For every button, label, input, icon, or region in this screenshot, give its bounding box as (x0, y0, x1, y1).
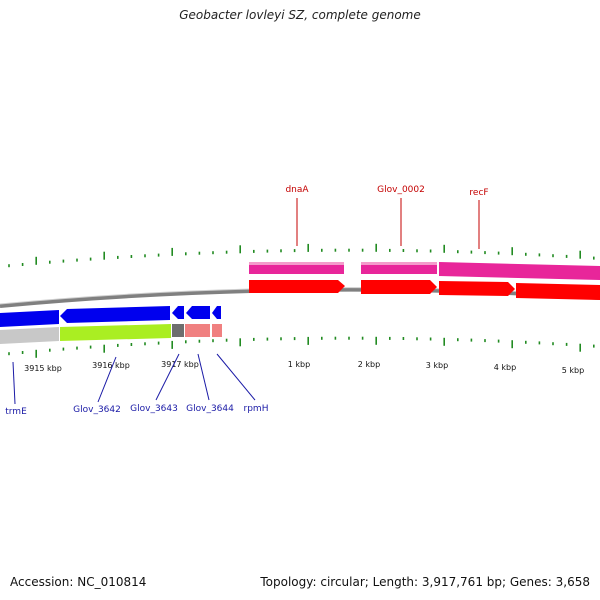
genome-title: Geobacter lovleyi SZ, complete genome (179, 8, 421, 22)
leader-trmE (12, 361, 16, 405)
gene-feature-Glov_3642[interactable] (60, 324, 171, 341)
reverse-gene-labels: trmE Glov_3642 Glov_3643 Glov_3644 rpmH (5, 353, 269, 417)
tick-label-3917kbp: 3917 kbp (161, 360, 199, 369)
gene-label-Glov_3644[interactable]: Glov_3644 (186, 404, 234, 414)
reverse-cds-track (0, 306, 221, 327)
tick-label-1kbp: 1 kbp (288, 360, 310, 369)
gene-label-recF[interactable]: recF (469, 188, 488, 198)
cds-trmE-arrow[interactable] (0, 310, 59, 327)
cds-rpmH-arrow[interactable] (212, 306, 221, 319)
cds-Glov_3642-arrow[interactable] (60, 306, 170, 323)
gene-label-Glov_3643[interactable]: Glov_3643 (130, 404, 178, 414)
leader-Glov_3642 (97, 356, 117, 403)
leader-rpmH (216, 353, 256, 401)
tick-label-5kbp: 5 kbp (562, 366, 584, 375)
tick-label-3915kbp: 3915 kbp (24, 364, 62, 373)
cds-recF-arrow[interactable] (439, 281, 515, 296)
gene-feature-Glov_3644[interactable] (185, 324, 210, 337)
gene-feature-trmE[interactable] (0, 327, 59, 344)
tick-marks-bottom (8, 336, 595, 358)
cds-dnaA-arrow[interactable] (249, 280, 345, 293)
tick-label-3916kbp: 3916 kbp (92, 361, 130, 370)
reverse-gene-track (0, 324, 222, 344)
tick-label-3kbp: 3 kbp (426, 361, 448, 370)
leader-Glov_3643 (155, 353, 180, 401)
cds-Glov_0002-arrow[interactable] (361, 280, 437, 294)
gene-label-dnaA[interactable]: dnaA (285, 185, 309, 195)
tick-label-2kbp: 2 kbp (358, 360, 380, 369)
forward-cds-track (249, 280, 600, 300)
gene-label-trmE[interactable]: trmE (5, 407, 27, 417)
gene-label-Glov_0002[interactable]: Glov_0002 (377, 185, 425, 195)
gene-feature-Glov_3643[interactable] (172, 324, 184, 337)
gene-feature-Glov_0002-shade (361, 262, 437, 265)
gene-feature-rpmH[interactable] (212, 324, 222, 337)
genome-summary-text: Topology: circular; Length: 3,917,761 bp… (260, 575, 590, 589)
gene-feature-dnaA-shade (249, 262, 344, 265)
accession-text: Accession: NC_010814 (10, 575, 147, 589)
forward-gene-labels: dnaA Glov_0002 recF (285, 185, 489, 249)
forward-gene-track (249, 262, 600, 280)
gene-label-rpmH[interactable]: rpmH (244, 404, 269, 414)
gene-label-Glov_3642[interactable]: Glov_3642 (73, 405, 121, 415)
cds-next-arrow[interactable] (516, 283, 600, 300)
gene-feature-recF[interactable] (439, 262, 600, 280)
leader-Glov_3644 (197, 353, 210, 401)
tick-marks-top (8, 243, 595, 268)
cds-Glov_3643-arrow[interactable] (172, 306, 184, 319)
tick-label-4kbp: 4 kbp (494, 363, 516, 372)
cds-Glov_3644-arrow[interactable] (186, 306, 210, 319)
